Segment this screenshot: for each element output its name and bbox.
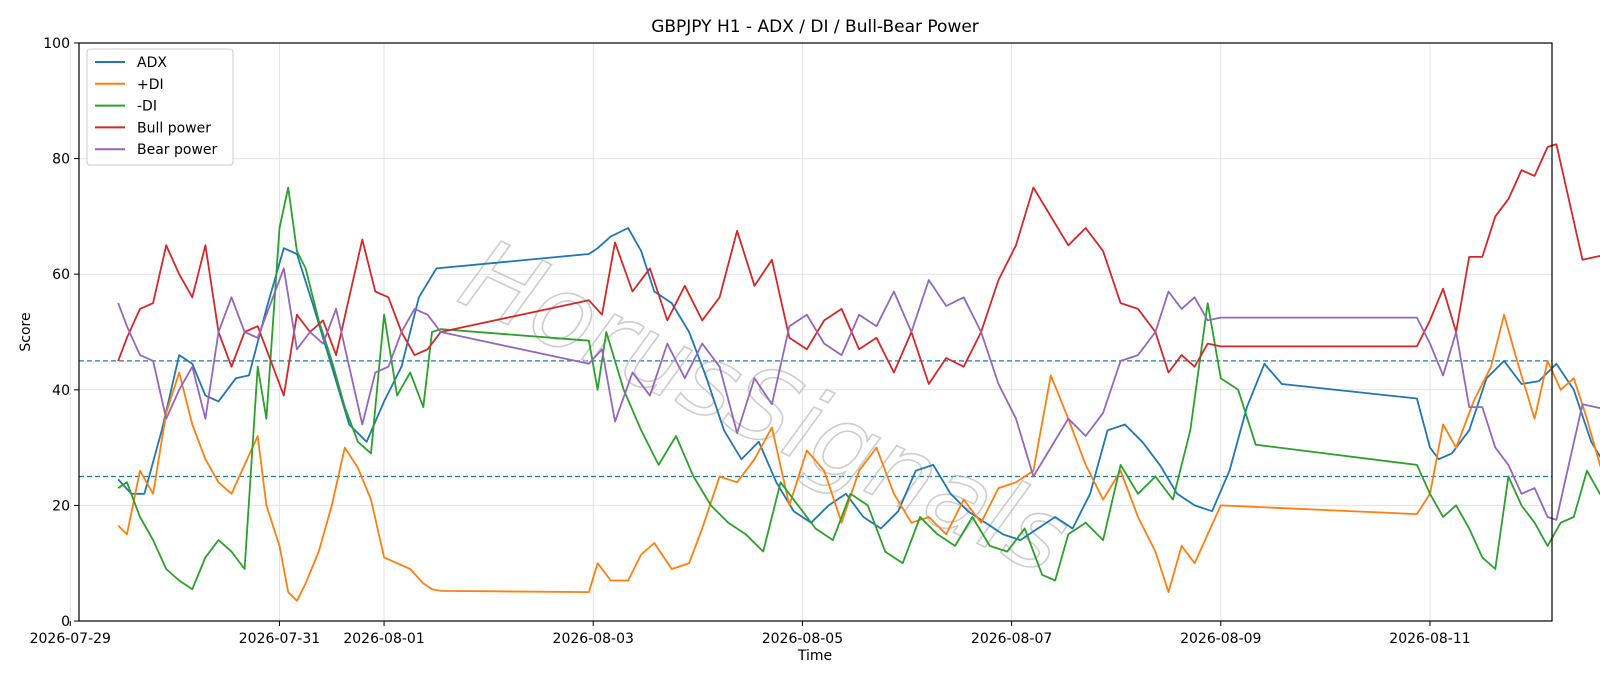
series-lines (117, 143, 1600, 602)
series-line-bull-power (117, 143, 1600, 397)
y-tick-label: 20 (52, 498, 70, 514)
x-tick-label: 2026-07-31 (239, 631, 320, 647)
series-line-adx (117, 227, 1600, 541)
legend-label: -DI (137, 99, 157, 115)
x-tick-label: 2026-08-07 (971, 631, 1052, 647)
axis-ticks: 2026-07-29 2026-07-31 2026-08-01 2026-08-03… (30, 36, 1471, 647)
x-tick-label: 2026-08-05 (762, 631, 843, 647)
series-line-di (117, 313, 1600, 602)
reference-lines (79, 360, 1552, 478)
y-tick-label: 0 (61, 614, 70, 630)
x-tick-label: 2026-08-01 (343, 631, 424, 647)
plot-frame (78, 42, 1553, 622)
x-tick-label: 2026-08-11 (1389, 631, 1470, 647)
legend-label: ADX (137, 55, 167, 71)
y-tick-label: 100 (43, 36, 70, 52)
y-tick-label: 40 (52, 383, 70, 399)
legend-label: +DI (137, 77, 164, 93)
legend-label: Bear power (137, 142, 218, 158)
x-tick-label: 2026-08-03 (553, 631, 634, 647)
series-line-bear-power (117, 267, 1600, 521)
legend: ADX +DI -DI Bull power Bear power (86, 48, 234, 166)
y-tick-label: 60 (52, 267, 70, 283)
x-axis-label: Time (797, 648, 832, 664)
legend-box (86, 48, 234, 166)
x-tick-label: 2026-08-09 (1180, 631, 1261, 647)
series-line-di (117, 186, 1600, 591)
y-tick-label: 80 (52, 152, 70, 168)
y-axis-label: Score (18, 312, 34, 351)
chart-title: GBPJPY H1 - ADX / DI / Bull-Bear Power (651, 17, 979, 37)
x-tick-label: 2026-07-29 (30, 631, 111, 647)
legend-label: Bull power (137, 120, 211, 136)
